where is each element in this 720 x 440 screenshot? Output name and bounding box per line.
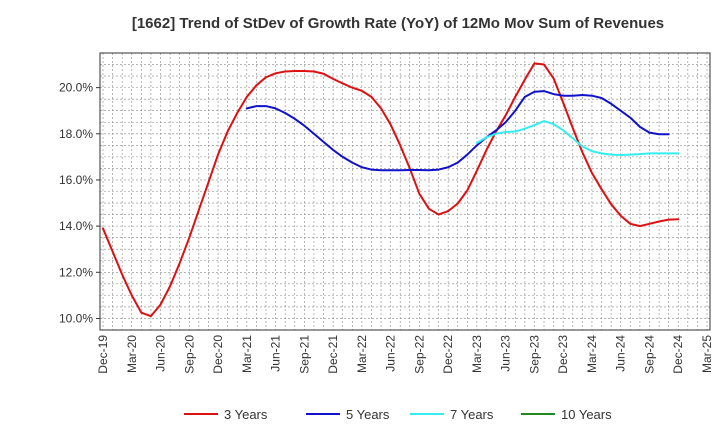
x-tick-label: Dec-22 (441, 335, 455, 374)
x-tick-label: Dec-24 (671, 335, 685, 374)
y-tick-label: 12.0% (59, 265, 93, 279)
y-tick-label: 14.0% (59, 219, 93, 233)
x-tick-label: Jun-24 (614, 335, 628, 372)
x-tick-label: Sep-22 (412, 335, 426, 374)
legend-label: 7 Years (450, 407, 494, 422)
chart-title: [1662] Trend of StDev of Growth Rate (Yo… (132, 15, 664, 32)
x-tick-label: Mar-22 (355, 335, 369, 373)
series-line-3-years (102, 62, 680, 318)
x-tick-label: Mar-20 (125, 335, 139, 373)
y-tick-label: 16.0% (59, 173, 93, 187)
legend-label: 5 Years (346, 407, 390, 422)
x-tick-label: Jun-21 (269, 335, 283, 372)
series-lines (102, 62, 680, 318)
x-tick-label: Mar-21 (240, 335, 254, 373)
x-tick-label: Dec-19 (96, 335, 110, 374)
x-tick-label: Dec-21 (326, 335, 340, 374)
x-tick-label: Jun-20 (154, 335, 168, 372)
x-axis-tick-labels: Dec-19 Mar-20 Jun-20 Sep-20 Dec-20 Mar-21 Jun-… (96, 335, 714, 374)
x-tick-label: Jun-23 (499, 335, 513, 372)
x-tick-label: Sep-20 (182, 335, 196, 374)
plot-border (99, 52, 711, 331)
legend: 3 Years 5 Years 7 Years 10 Years (184, 407, 612, 422)
x-tick-label: Dec-23 (556, 335, 570, 374)
x-tick-label: Mar-25 (700, 335, 714, 373)
x-tick-label: Sep-21 (297, 335, 311, 374)
x-tick-label: Mar-23 (470, 335, 484, 373)
y-tick-label: 10.0% (59, 311, 93, 325)
series-line-5-years (245, 90, 670, 172)
y-tick-label: 20.0% (59, 81, 93, 95)
x-tick-label: Dec-20 (211, 335, 225, 374)
x-tick-label: Sep-23 (527, 335, 541, 374)
y-axis-tick-labels: 10.0% 12.0% 14.0% 16.0% 18.0% 20.0% (59, 81, 100, 325)
x-tick-label: Sep-24 (642, 335, 656, 374)
legend-label: 10 Years (561, 407, 612, 422)
x-tick-label: Mar-24 (585, 335, 599, 373)
legend-label: 3 Years (224, 407, 268, 422)
x-tick-label: Jun-22 (384, 335, 398, 372)
series-line-7-years (475, 120, 680, 157)
y-tick-label: 18.0% (59, 127, 93, 141)
